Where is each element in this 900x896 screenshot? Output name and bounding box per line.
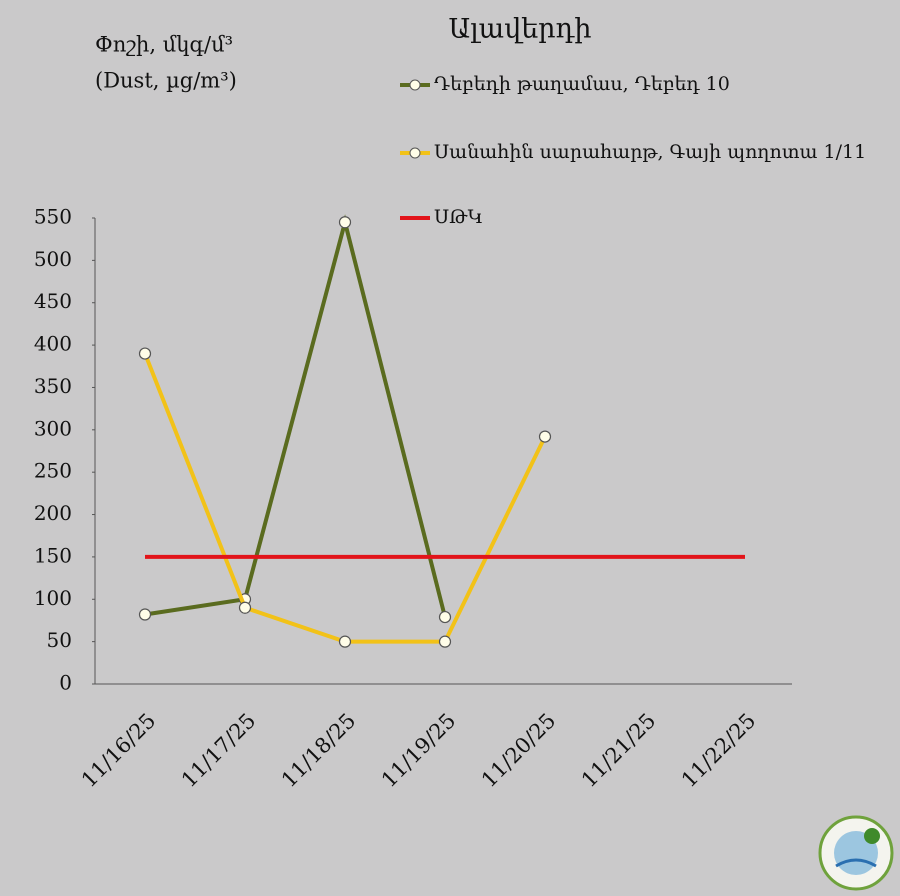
data-point <box>238 601 252 614</box>
data-point <box>138 608 152 621</box>
x-tick-label: 11/17/25 <box>177 708 261 792</box>
legend-label: Դեբեդի թաղամաս, Դեբեդ 10 <box>434 73 730 95</box>
y-tick-label: 450 <box>34 289 72 313</box>
data-point <box>338 635 352 648</box>
y-tick-label: 150 <box>34 543 72 567</box>
legend-marker <box>409 147 421 159</box>
x-tick-label: 11/19/25 <box>377 708 461 792</box>
data-point <box>138 347 152 360</box>
y-tick-label: 50 <box>47 628 72 652</box>
data-point <box>438 635 452 648</box>
series-line <box>144 214 447 618</box>
x-tick-label: 11/18/25 <box>277 708 361 792</box>
y-tick-label: 500 <box>34 247 72 271</box>
y-tick-label: 300 <box>34 416 72 440</box>
y-tick-label: 100 <box>34 586 72 610</box>
legend-marker <box>409 79 421 91</box>
x-tick-label: 11/16/25 <box>77 708 161 792</box>
chart-title: Ալավերդի <box>449 14 592 45</box>
y-axis-label: Փոշի, մկգ/մ³ <box>95 33 233 57</box>
x-tick-label: 11/22/25 <box>677 708 761 792</box>
y-tick-label: 400 <box>34 332 72 356</box>
data-point <box>538 430 552 443</box>
y-tick-label: 350 <box>34 374 72 398</box>
x-tick-label: 11/21/25 <box>577 708 661 792</box>
y-axis-label: (Dust, µg/m³) <box>95 69 237 93</box>
y-tick-label: 0 <box>59 671 72 695</box>
data-point <box>438 610 452 624</box>
data-point <box>338 216 352 229</box>
y-tick-label: 550 <box>34 205 72 229</box>
logo <box>818 815 894 891</box>
series-line <box>143 352 547 644</box>
x-tick-label: 11/20/25 <box>477 708 561 792</box>
legend-label: ՍԹԿ <box>434 206 483 228</box>
y-tick-label: 200 <box>34 501 72 525</box>
legend-label: Սանահին սարահարթ, Գայի պողոտա 1/11 <box>434 141 866 163</box>
y-tick-label: 250 <box>34 459 72 483</box>
